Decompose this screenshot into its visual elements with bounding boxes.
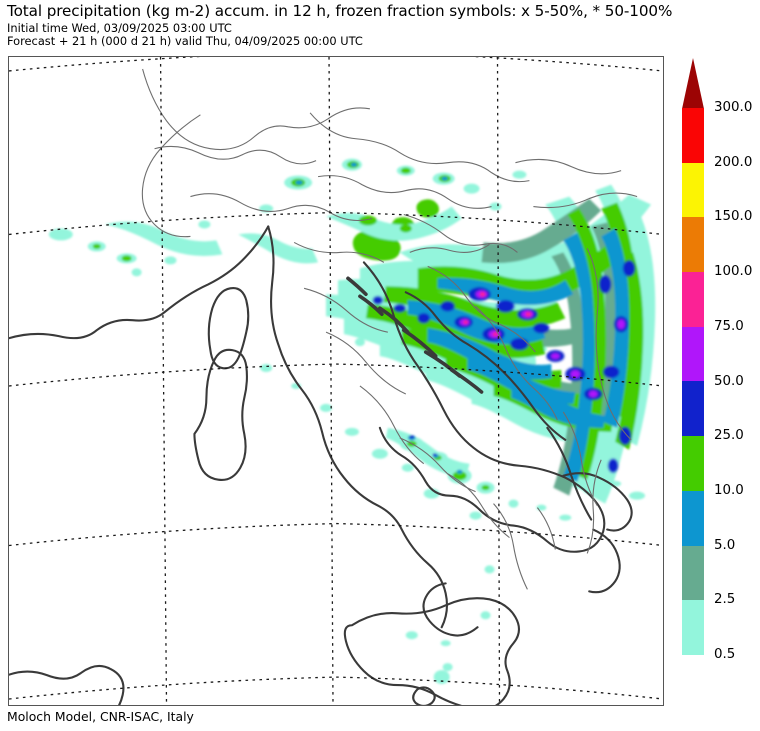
colorbar-bands xyxy=(682,108,704,655)
colorbar-band-150-0 xyxy=(682,217,704,273)
colorbar-tick-75-0: 75.0 xyxy=(714,318,744,334)
political-borders xyxy=(141,68,638,590)
colorbar-tick-150-0: 150.0 xyxy=(714,209,753,225)
graticule xyxy=(9,57,663,705)
model-credit: Moloch Model, CNR-ISAC, Italy xyxy=(7,709,194,724)
colorbar-tick-300-0: 300.0 xyxy=(714,100,753,115)
colorbar-band-200-0 xyxy=(682,162,704,218)
colorbar-tick-5-0: 5.0 xyxy=(714,537,736,553)
precipitation-field xyxy=(48,158,656,685)
colorbar-band-100-0 xyxy=(682,272,704,327)
forecast-valid-label: Forecast + 21 h (000 d 21 h) valid Thu, … xyxy=(7,34,363,48)
page-title: Total precipitation (kg m-2) accum. in 1… xyxy=(7,2,673,20)
colorbar: 300.0 200.0 150.0 100.0 75.0 50.0 25.0 10.0 5.0 2… xyxy=(670,56,760,676)
colorbar-tick-50-0: 50.0 xyxy=(714,373,744,389)
colorbar-tick-200-0: 200.0 xyxy=(714,154,753,170)
colorbar-tick-25-0: 25.0 xyxy=(714,428,744,444)
precipitation-map xyxy=(8,56,664,706)
colorbar-band-5-0 xyxy=(682,545,704,601)
map-canvas xyxy=(9,57,663,705)
colorbar-tick-2-5: 2.5 xyxy=(714,592,736,608)
colorbar-tick-100-0: 100.0 xyxy=(714,264,753,280)
initial-time-label: Initial time Wed, 03/09/2025 03:00 UTC xyxy=(7,21,232,35)
colorbar-tick-0-5: 0.5 xyxy=(714,647,736,662)
colorbar-band-50-0 xyxy=(682,381,704,437)
colorbar-overflow-arrow xyxy=(682,58,704,109)
coastlines xyxy=(9,225,633,705)
colorbar-band-75-0 xyxy=(682,326,704,382)
colorbar-band-2-5 xyxy=(682,600,704,655)
colorbar-band-25-0 xyxy=(682,436,704,491)
colorbar-band-300-0 xyxy=(682,108,704,163)
colorbar-tick-10-0: 10.0 xyxy=(714,482,744,498)
colorbar-band-10-0 xyxy=(682,490,704,546)
